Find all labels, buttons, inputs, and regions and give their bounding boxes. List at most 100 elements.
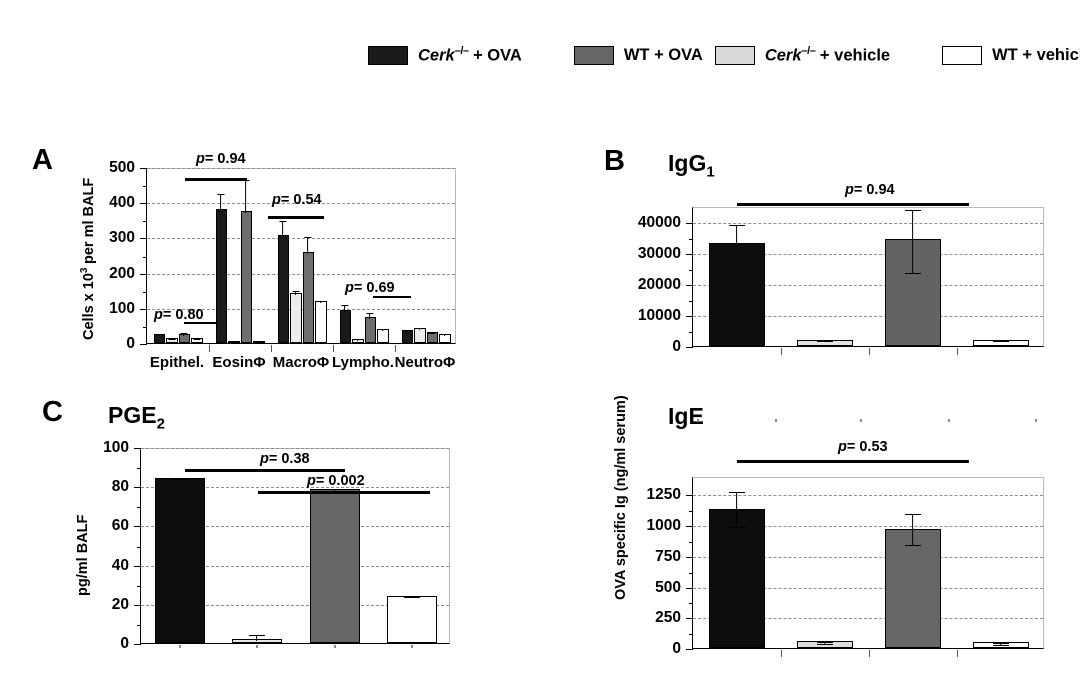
- error-bar-cap-top: [230, 342, 238, 344]
- error-bar-cap-top: [379, 328, 387, 330]
- bar-a-2-2: [302, 252, 314, 343]
- y-tick-label: 1250: [646, 486, 681, 504]
- error-bar: [709, 225, 765, 245]
- error-bar-cap-top: [441, 334, 449, 336]
- y-tick-mark: [686, 587, 693, 589]
- y-tick-mark: [140, 273, 147, 275]
- error-bar-cap-top: [317, 301, 325, 303]
- y-tick-minor: [689, 634, 693, 636]
- pvalue-b-igg1: p= 0.94: [845, 182, 895, 198]
- gridline: [147, 168, 455, 169]
- legend-item-cerk-ko-ova: Cerk–/– + OVA: [368, 45, 522, 65]
- error-bar-cap-top: [249, 635, 266, 637]
- error-bar-stem: [256, 635, 258, 642]
- y-tick-mark: [134, 604, 141, 606]
- panel-a-plot: [140, 168, 456, 352]
- y-tick-label: 100: [103, 439, 129, 456]
- pvalue-a-lympho: p= 0.69: [345, 280, 395, 296]
- y-tick-label: 60: [111, 517, 129, 535]
- error-bar-stem: [282, 221, 284, 237]
- y-tick-mark: [140, 168, 147, 169]
- y-tick-minor: [137, 507, 141, 509]
- legend-label-cerk-ko-ova: Cerk–/– + OVA: [418, 45, 522, 65]
- error-bar-cap-top: [326, 489, 343, 491]
- y-tick-label: 20: [111, 595, 129, 613]
- x-tick-c-0: [178, 645, 181, 648]
- error-bar-stem: [381, 328, 383, 332]
- error-bar-stem: [736, 225, 738, 245]
- gridline: [693, 222, 1043, 224]
- panel-b-title: IgG1: [668, 150, 715, 181]
- y-tick-mark: [134, 487, 141, 489]
- error-bar: [278, 221, 290, 237]
- pvalue-d-ige: p= 0.53: [838, 439, 888, 455]
- x-tick-d-2: [869, 650, 870, 657]
- bar-a-2-0: [277, 234, 289, 343]
- legend-item-wt-vehicle: WT + vehicle: [942, 45, 1080, 65]
- x-tick-a-1: [209, 345, 210, 352]
- error-bar-stem: [183, 332, 185, 336]
- error-bar: [797, 642, 853, 646]
- top-tick-d-0: [697, 419, 699, 422]
- panel-c-plot: [134, 448, 450, 648]
- x-tick-d-3: [957, 650, 958, 657]
- pvalue-bar-a-eosin: [185, 178, 247, 181]
- error-bar: [377, 328, 389, 332]
- error-bar: [179, 332, 191, 336]
- y-tick-mark: [686, 618, 693, 620]
- error-bar: [709, 491, 765, 528]
- legend-item-cerk-ko-vehicle: Cerk–/– + vehicle: [714, 45, 890, 65]
- error-bar-cap-top: [168, 338, 176, 340]
- error-bar: [352, 339, 364, 341]
- y-tick-label: 30000: [637, 244, 681, 262]
- bar-a-0-1: [166, 337, 178, 343]
- y-tick-minor: [689, 542, 693, 543]
- figure-legend: Cerk–/– + OVA WT + OVA Cerk–/– + vehicle…: [368, 42, 1080, 68]
- pvalue-a-macro: p= 0.54: [272, 192, 322, 208]
- error-bar: [885, 210, 941, 275]
- y-tick-label: 80: [111, 478, 129, 496]
- bar-c-3: [387, 595, 438, 643]
- gridline: [693, 284, 1043, 286]
- y-tick-mark: [140, 238, 147, 240]
- legend-label-wt-ova: WT + OVA: [623, 45, 703, 64]
- x-category-label-a-4: NeutroΦ: [394, 354, 456, 371]
- bar-b-0: [709, 242, 765, 346]
- error-bar-stem: [736, 491, 738, 527]
- error-bar: [241, 179, 253, 213]
- legend-swatch-wt-vehicle: [942, 45, 983, 65]
- y-tick-mark: [686, 222, 693, 224]
- y-tick-label: 500: [109, 159, 135, 176]
- top-tick-d-2: [860, 419, 862, 422]
- y-tick-minor: [689, 269, 693, 271]
- bar-a-4-1: [414, 328, 426, 343]
- y-tick-label: 0: [672, 338, 681, 355]
- y-tick-mark: [134, 448, 141, 449]
- legend-swatch-cerk-ko-ova: [368, 45, 408, 65]
- error-bar-cap-bottom: [905, 273, 921, 275]
- gridline: [693, 315, 1043, 317]
- y-tick-minor: [137, 585, 141, 587]
- pvalue-bar-a-macro: [268, 216, 324, 219]
- error-bar-cap-top: [171, 478, 188, 480]
- error-bar: [427, 332, 439, 335]
- y-tick-minor: [689, 511, 693, 513]
- y-tick-mark: [134, 565, 141, 567]
- error-bar-cap-top: [255, 342, 263, 344]
- error-bar-cap-top: [403, 329, 411, 331]
- pvalue-bar-c-2: [258, 491, 430, 494]
- y-tick-minor: [143, 221, 147, 223]
- y-tick-mark: [686, 526, 693, 528]
- error-bar-cap-bottom: [729, 526, 745, 528]
- bar-a-0-3: [191, 338, 203, 343]
- error-bar-cap-top: [729, 225, 745, 227]
- x-category-label-a-2: MacroΦ: [272, 354, 330, 371]
- error-bar: [340, 304, 352, 312]
- error-bar-cap-top: [404, 596, 421, 598]
- error-bar-cap-top: [993, 642, 1009, 644]
- bar-a-2-1: [290, 293, 302, 343]
- legend-item-wt-ova: WT + OVA: [573, 45, 703, 65]
- y-tick-mark: [134, 526, 141, 528]
- panel-d-title: IgE: [668, 403, 704, 429]
